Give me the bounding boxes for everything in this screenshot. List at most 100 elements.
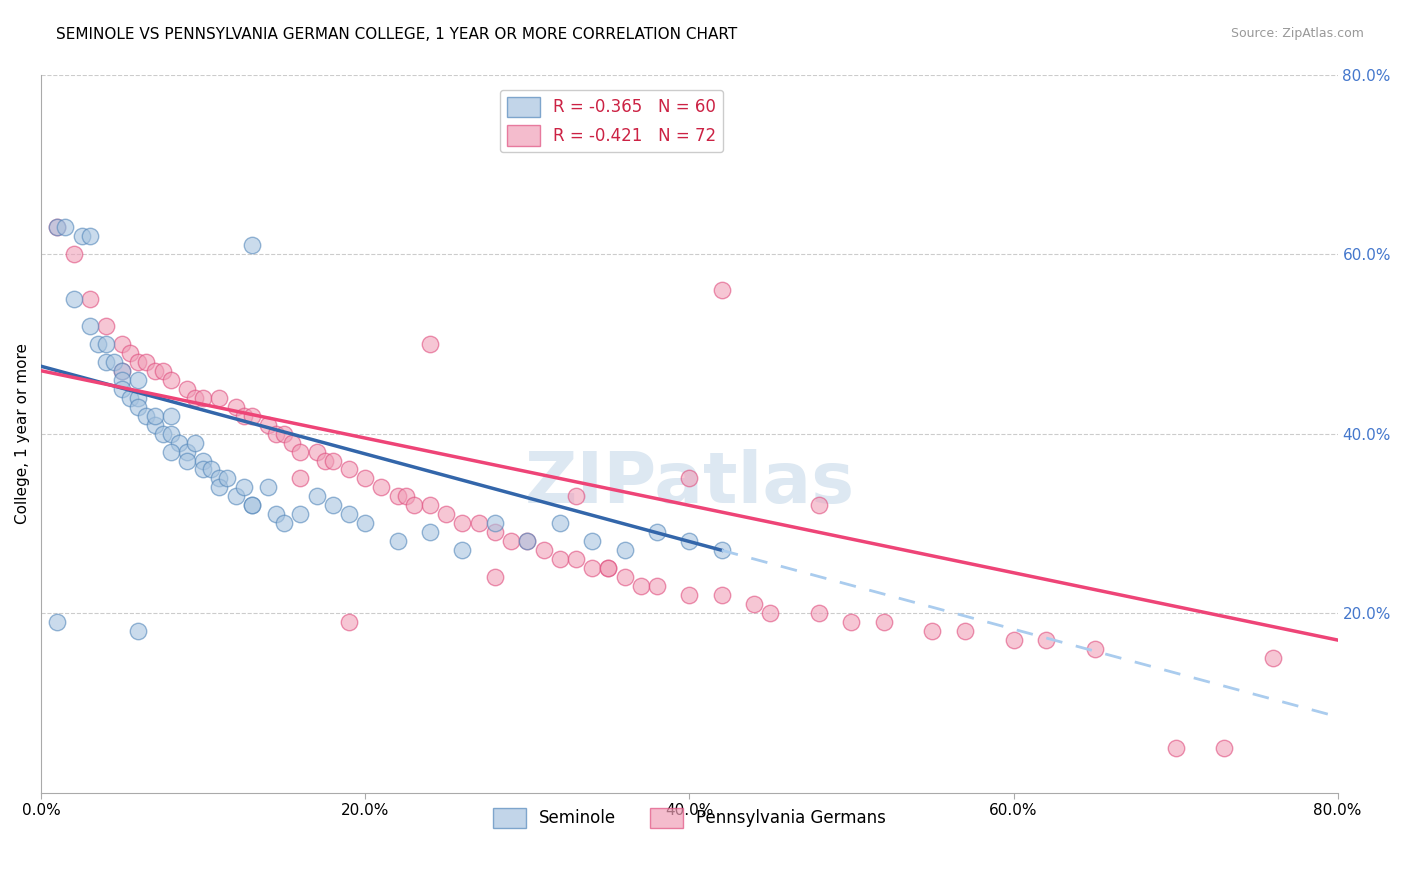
Point: [135, 355, 157, 369]
Point: [598, 561, 620, 575]
Point: [111, 373, 134, 387]
Point: [193, 453, 215, 467]
Point: [208, 471, 231, 485]
Point: [79, 292, 101, 306]
Point: [159, 373, 181, 387]
Point: [322, 453, 344, 467]
Point: [127, 373, 149, 387]
Point: [1083, 642, 1105, 657]
Point: [176, 453, 198, 467]
Point: [46, 220, 69, 235]
Point: [232, 409, 254, 423]
Point: [200, 462, 222, 476]
Point: [240, 238, 263, 252]
Point: [645, 579, 668, 593]
Point: [501, 534, 523, 549]
Point: [94, 355, 117, 369]
Point: [305, 444, 328, 458]
Point: [565, 490, 588, 504]
Point: [873, 615, 896, 629]
Point: [143, 409, 166, 423]
Point: [152, 364, 174, 378]
Point: [548, 516, 571, 531]
Point: [419, 336, 441, 351]
Point: [484, 570, 506, 584]
Point: [395, 490, 418, 504]
Point: [176, 382, 198, 396]
Point: [678, 588, 700, 602]
Point: [921, 624, 943, 638]
Point: [111, 364, 134, 378]
Point: [678, 534, 700, 549]
Point: [402, 499, 425, 513]
Point: [225, 400, 247, 414]
Point: [598, 561, 620, 575]
Point: [710, 588, 733, 602]
Text: SEMINOLE VS PENNSYLVANIA GERMAN COLLEGE, 1 YEAR OR MORE CORRELATION CHART: SEMINOLE VS PENNSYLVANIA GERMAN COLLEGE,…: [56, 27, 738, 42]
Point: [94, 336, 117, 351]
Point: [184, 435, 207, 450]
Point: [127, 391, 149, 405]
Point: [120, 391, 142, 405]
Point: [290, 508, 312, 522]
Point: [135, 409, 157, 423]
Point: [127, 400, 149, 414]
Point: [143, 364, 166, 378]
Point: [314, 453, 336, 467]
Point: [516, 534, 538, 549]
Point: [645, 525, 668, 540]
Point: [257, 417, 280, 432]
Legend: Seminole, Pennsylvania Germans: Seminole, Pennsylvania Germans: [486, 801, 893, 835]
Point: [434, 508, 457, 522]
Point: [111, 364, 134, 378]
Point: [290, 444, 312, 458]
Point: [710, 543, 733, 558]
Point: [240, 499, 263, 513]
Point: [613, 570, 636, 584]
Point: [184, 391, 207, 405]
Point: [613, 543, 636, 558]
Point: [152, 426, 174, 441]
Point: [176, 444, 198, 458]
Point: [46, 615, 69, 629]
Point: [143, 417, 166, 432]
Point: [111, 382, 134, 396]
Point: [387, 534, 409, 549]
Point: [217, 471, 239, 485]
Point: [337, 462, 360, 476]
Point: [581, 561, 603, 575]
Text: ZIPatlas: ZIPatlas: [524, 450, 855, 518]
Point: [281, 435, 304, 450]
Point: [159, 409, 181, 423]
Point: [370, 480, 392, 494]
Point: [565, 552, 588, 566]
Point: [841, 615, 863, 629]
Point: [232, 480, 254, 494]
Point: [808, 499, 831, 513]
Point: [1035, 633, 1057, 648]
Point: [354, 471, 377, 485]
Point: [264, 508, 287, 522]
Point: [46, 220, 69, 235]
Point: [419, 499, 441, 513]
Point: [953, 624, 976, 638]
Point: [103, 355, 125, 369]
Point: [127, 355, 149, 369]
Point: [581, 534, 603, 549]
Point: [208, 480, 231, 494]
Point: [516, 534, 538, 549]
Point: [208, 391, 231, 405]
Point: [257, 480, 280, 494]
Point: [70, 229, 93, 244]
Point: [808, 606, 831, 620]
Point: [240, 499, 263, 513]
Point: [305, 490, 328, 504]
Point: [167, 435, 190, 450]
Point: [240, 409, 263, 423]
Point: [1261, 651, 1284, 665]
Point: [1164, 740, 1187, 755]
Point: [484, 525, 506, 540]
Point: [193, 391, 215, 405]
Point: [273, 516, 295, 531]
Point: [533, 543, 555, 558]
